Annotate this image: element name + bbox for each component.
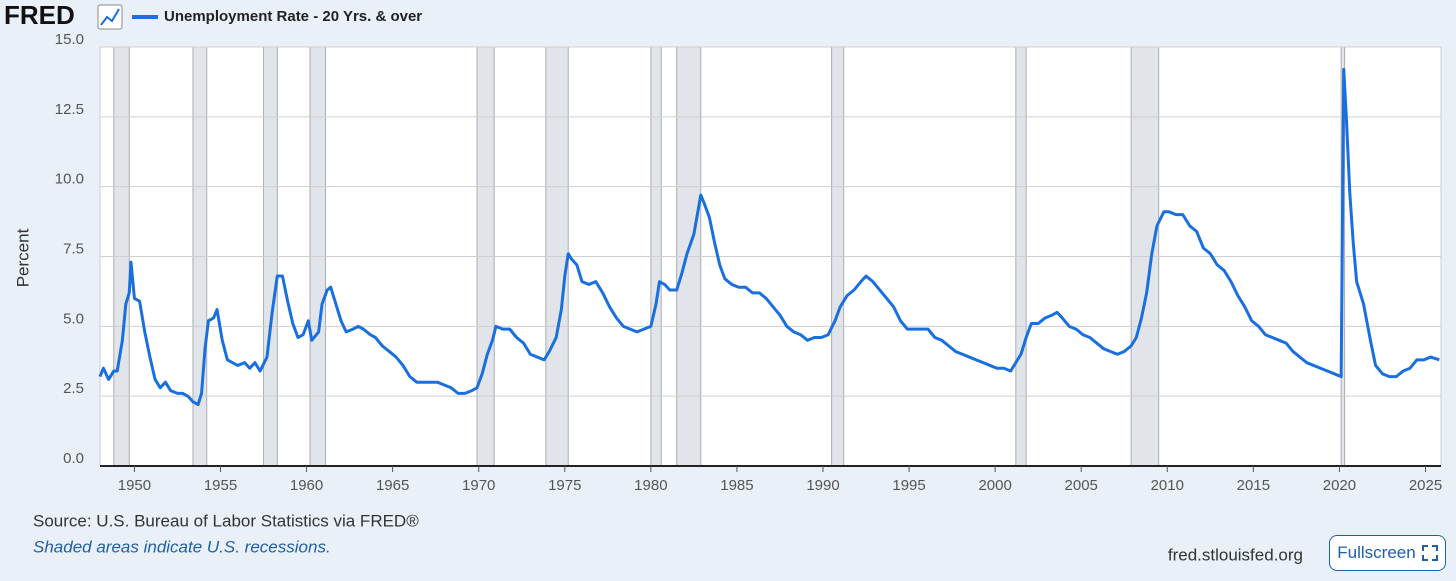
site-link: fred.stlouisfed.org (1168, 545, 1303, 564)
fullscreen-icon (1421, 545, 1438, 561)
y-tick-label: 15.0 (55, 31, 84, 48)
x-tick-label: 2020 (1323, 477, 1356, 494)
x-tick-label: 1980 (634, 477, 667, 494)
data-line (98, 67, 1440, 407)
x-tick-label: 1955 (204, 477, 237, 494)
x-tick-label: 1990 (806, 477, 839, 494)
y-tick-label: 7.5 (63, 240, 84, 257)
x-tick-label: 1970 (462, 477, 495, 494)
x-tick-label: 2010 (1151, 477, 1184, 494)
x-tick-label: 2000 (978, 477, 1011, 494)
x-tick-label: 1960 (290, 477, 323, 494)
x-tick-label: 1965 (376, 477, 409, 494)
x-tick-label: 1975 (548, 477, 581, 494)
logo: FRED (4, 0, 75, 30)
y-tick-label: 12.5 (55, 101, 84, 118)
source: Source: U.S. Bureau of Labor Statistics … (33, 511, 419, 530)
x-tick-label: 2005 (1065, 477, 1098, 494)
x-tick-label: 1985 (720, 477, 753, 494)
button-label[interactable]: Fullscreen (1337, 543, 1416, 562)
y-tick-label: 0.0 (63, 450, 84, 467)
x-tick-label: 2025 (1409, 477, 1442, 494)
x-tick-label: 1950 (118, 477, 151, 494)
x-tick-label: 1995 (892, 477, 925, 494)
fullscreen-button[interactable]: Fullscreen (1329, 535, 1446, 571)
legend-label: Unemployment Rate - 20 Yrs. & over (164, 8, 422, 25)
x-tick-label: 2015 (1237, 477, 1270, 494)
note: Shaded areas indicate U.S. recessions. (33, 537, 331, 556)
y-axis-label: Percent (13, 228, 32, 287)
logo-icon (97, 4, 123, 30)
y-tick-label: 2.5 (63, 380, 84, 397)
y-tick-label: 10.0 (55, 171, 84, 188)
y-tick-label: 5.0 (63, 310, 84, 327)
